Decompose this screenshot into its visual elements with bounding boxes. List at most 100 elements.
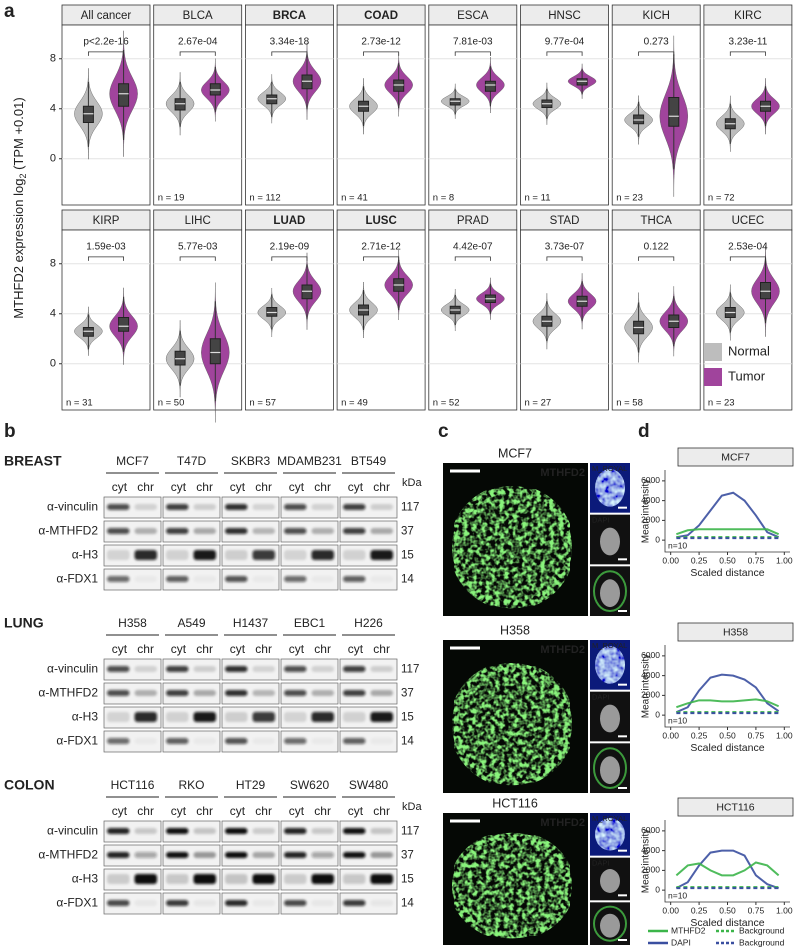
blot-band [166, 874, 189, 884]
blot-band [225, 852, 248, 858]
sample-count: n = 41 [341, 193, 368, 204]
box [209, 83, 221, 96]
significance-bracket [363, 256, 400, 261]
p-value: 2.73e-12 [361, 37, 401, 48]
lane-label: cyt [348, 642, 364, 656]
blot-band [252, 528, 275, 534]
blot-strip [339, 844, 398, 867]
panel-title: THCA [641, 215, 673, 227]
blot-strip [339, 892, 398, 915]
y-tick-label: 4 [50, 103, 56, 115]
blot-strip [103, 892, 162, 915]
blot-band [343, 666, 366, 672]
y-tick-label: 2000 [641, 865, 660, 875]
panel-title: LUAD [273, 215, 305, 227]
kda-value: 14 [401, 574, 414, 586]
panel-title: ESCA [457, 10, 489, 22]
blot-band [312, 576, 335, 582]
significance-bracket [546, 256, 583, 261]
lane-label: chr [373, 642, 390, 656]
sample-count: n=10 [668, 540, 687, 550]
blot-band [343, 712, 366, 722]
sample-count: n = 50 [158, 398, 185, 409]
blot-band [107, 738, 130, 744]
blot-band [370, 852, 393, 858]
stain-label: MTHFD2 [540, 817, 585, 829]
cell-line-label: HT29 [236, 778, 266, 792]
panel-header [677, 622, 794, 642]
panel-title: BLCA [183, 10, 213, 22]
blot-band [343, 576, 366, 582]
y-axis-label-part: 2 [18, 174, 28, 179]
thumb-nucleus [600, 527, 620, 556]
lane-label: chr [137, 480, 154, 494]
legend-label: DAPI [671, 937, 691, 947]
thumb-nucleus [600, 704, 620, 733]
x-tick-label: 0.00 [662, 905, 679, 915]
blot-band [193, 738, 216, 744]
antibody-label: α-vinculin [47, 824, 98, 838]
x-tick-label: 0.50 [719, 730, 736, 740]
blot-strip [221, 820, 280, 843]
blot-strip [162, 568, 221, 591]
antibody-label: α-H3 [72, 548, 99, 562]
panel-title: PRAD [457, 215, 489, 227]
blot-band [225, 666, 248, 672]
box [174, 98, 186, 111]
blot-strip [339, 658, 398, 681]
blot-strip [162, 730, 221, 753]
y-axis-label-part: MTHFD2 expression log [11, 179, 26, 319]
thumb-royal [595, 645, 625, 684]
y-tick-label: 4 [50, 308, 56, 320]
blot-band [284, 712, 307, 722]
blot-strip [221, 496, 280, 519]
blot-band [311, 874, 334, 884]
blot-band [370, 738, 393, 744]
blot-strip [221, 568, 280, 591]
x-tick-label: 0.00 [662, 730, 679, 740]
blot-strip [339, 730, 398, 753]
blot-band [284, 666, 307, 672]
kda-value: 117 [401, 502, 419, 514]
kda-value: 117 [401, 826, 419, 838]
box [266, 94, 278, 105]
blot-strip [221, 844, 280, 867]
significance-bracket [179, 51, 216, 56]
blot-band [252, 504, 275, 510]
blot-band [166, 690, 189, 696]
blot-strip [162, 496, 221, 519]
blot-band [311, 504, 334, 510]
blot-band [166, 576, 189, 582]
panel-header [677, 797, 794, 817]
y-tick-label: 4000 [641, 495, 660, 505]
kda-value: 15 [401, 712, 414, 724]
panel-title: HNSC [548, 10, 581, 22]
p-value: 3.23e-11 [729, 37, 768, 48]
cell-line-label: MDAMB231 [277, 454, 342, 468]
blot-band [193, 852, 216, 858]
blot-band [370, 874, 393, 884]
image-title: H358 [500, 623, 530, 637]
cell-cytoplasm [452, 485, 572, 609]
blot-band [284, 828, 307, 834]
blot-band [253, 576, 276, 582]
cell-line-label: RKO [178, 778, 204, 792]
line-series [675, 673, 780, 714]
panel-title: COAD [364, 10, 398, 22]
blot-band [311, 690, 334, 696]
y-tick-label: 6000 [641, 475, 660, 485]
sample-count: n = 52 [433, 398, 460, 409]
p-value: 2.53e-04 [728, 242, 768, 253]
blot-band [284, 690, 307, 696]
legend-swatch [704, 368, 722, 386]
blot-band [311, 666, 334, 672]
blot-band [134, 712, 157, 722]
blot-band [135, 738, 158, 744]
blot-strip [280, 730, 339, 753]
x-axis-label: Scaled distance [690, 917, 764, 929]
blot-band [193, 528, 216, 534]
blot-band [193, 576, 216, 582]
lane-label: chr [255, 804, 272, 818]
sample-count: n = 23 [708, 398, 735, 409]
